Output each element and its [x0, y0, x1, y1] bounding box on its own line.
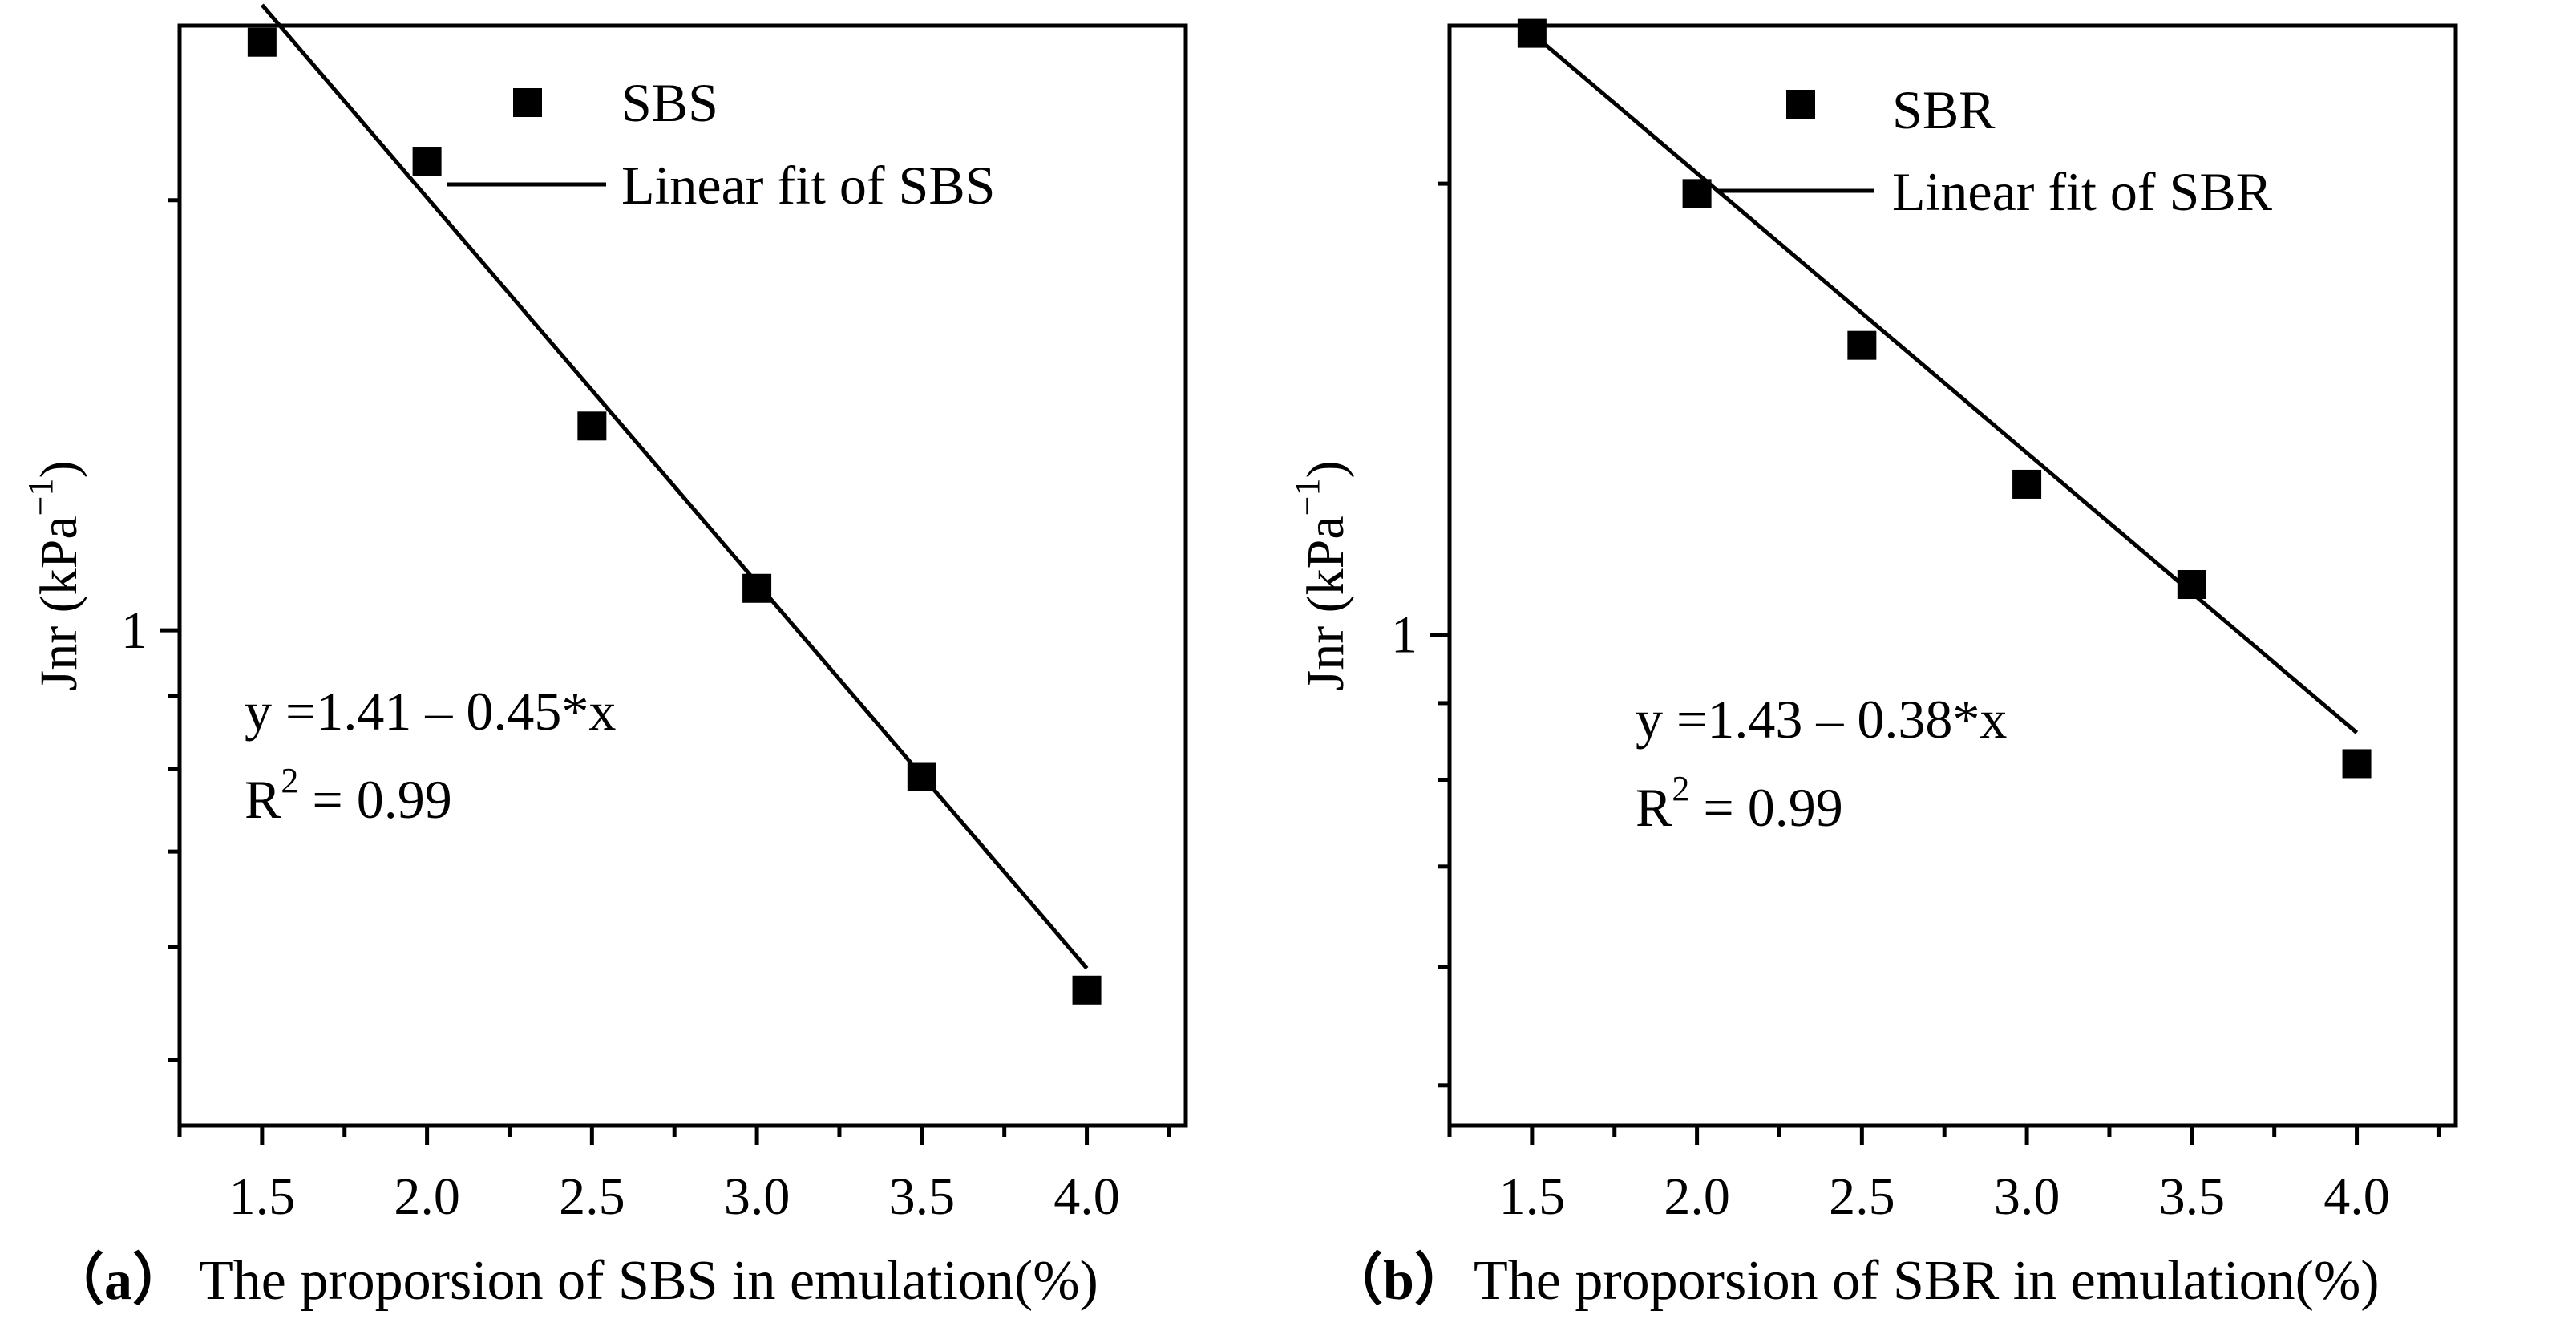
data-point-a [247, 27, 277, 57]
x-tick-label-b: 2.5 [1829, 1167, 1895, 1226]
panel-label-b: （b） [1327, 1249, 1470, 1312]
x-tick-label-b: 2.0 [1664, 1167, 1730, 1226]
fit-line-a [260, 3, 1089, 970]
legend-label-sbr-fit: Linear fit of SBR [1892, 161, 2273, 222]
x-tick-label-b: 3.5 [2159, 1167, 2226, 1226]
x-tick-label-a: 1.5 [229, 1167, 296, 1226]
data-point-b [1682, 179, 1712, 208]
x-axis-label-a: The proporsion of SBS in emulation(%) [199, 1250, 1098, 1312]
y-tick-label-b: 1 [1391, 605, 1417, 664]
r2-value-a: = 0.99 [298, 769, 451, 830]
legend-marker-sbs [513, 88, 542, 117]
x-tick-label-a: 2.0 [394, 1167, 460, 1226]
markers-group-b [1517, 18, 2372, 779]
data-point-a [742, 573, 772, 603]
r-squared-b: R2 = 0.99 [1636, 769, 1843, 838]
y-axis-label-main-a: Jnr (kPa [30, 516, 88, 690]
r2-prefix-b: R [1636, 777, 1672, 838]
x-tick-label-b: 3.0 [1994, 1167, 2060, 1226]
x-tick-label-a: 4.0 [1053, 1167, 1120, 1226]
data-point-b [1847, 330, 1877, 360]
y-axis-label-b: Jnr (kPa−1) [1288, 461, 1355, 691]
markers-group-a [247, 27, 1102, 1005]
panel-b: 1.5 2.0 2.5 3.0 3.5 4.0 1 SBR Linear fit of SB… [1288, 18, 2458, 1312]
data-point-a [907, 762, 936, 791]
data-point-b [1517, 18, 1547, 48]
data-point-b [2342, 749, 2372, 779]
legend-label-sbr: SBR [1892, 79, 1996, 140]
y-axis-label-sup-b: −1 [1288, 479, 1327, 516]
equation-a: y =1.41 – 0.45*x [245, 681, 616, 742]
x-tick-label-b: 1.5 [1499, 1167, 1566, 1226]
y-axis-label-sup-a: −1 [21, 479, 60, 516]
x-tick-label-a: 3.5 [889, 1167, 956, 1226]
x-tick-label-b: 4.0 [2323, 1167, 2390, 1226]
x-tick-label-a: 2.5 [559, 1167, 625, 1226]
data-point-a [577, 411, 607, 441]
y-axis-label-a: Jnr (kPa−1) [21, 461, 88, 691]
legend-label-sbs-fit: Linear fit of SBS [621, 155, 996, 216]
y-axis-label-close-a: ) [30, 461, 88, 479]
legend-marker-sbr [1786, 90, 1815, 119]
legend-a: SBS Linear fit of SBS [447, 72, 996, 216]
r2-sup-a: 2 [281, 761, 298, 800]
axis-ticks-b: 1.5 2.0 2.5 3.0 3.5 4.0 1 [1391, 181, 2441, 1226]
plot-frame-b [1447, 23, 2458, 1128]
x-tick-label-a: 3.0 [724, 1167, 791, 1226]
fit-line-b [1531, 31, 2359, 734]
fit-line-group-a [260, 3, 1089, 970]
r-squared-a: R2 = 0.99 [245, 761, 452, 830]
x-axis-label-b: The proporsion of SBR in emulation(%) [1474, 1250, 2380, 1312]
y-tick-label-a: 1 [121, 601, 148, 660]
data-point-b [2177, 570, 2206, 600]
fit-line-group-b [1531, 31, 2359, 734]
r2-prefix-a: R [245, 769, 281, 830]
data-point-b [2012, 469, 2042, 499]
r2-value-b: = 0.99 [1689, 777, 1842, 838]
y-axis-label-main-b: Jnr (kPa [1296, 516, 1355, 690]
legend-label-sbs: SBS [621, 72, 718, 133]
r2-sup-b: 2 [1672, 769, 1689, 808]
panel-label-a: （a） [48, 1249, 188, 1312]
data-point-a [1072, 975, 1102, 1005]
axis-ticks-a: 1.5 2.0 2.5 3.0 3.5 4.0 1 [121, 198, 1171, 1226]
equation-b: y =1.43 – 0.38*x [1636, 689, 2007, 750]
plot-frame-a [177, 23, 1188, 1128]
y-axis-label-close-b: ) [1296, 461, 1355, 479]
legend-b: SBR Linear fit of SBR [1716, 79, 2273, 222]
panel-a: 1.5 2.0 2.5 3.0 3.5 4.0 1 SBS Linear fit of SB… [21, 3, 1188, 1312]
data-point-a [412, 147, 442, 176]
